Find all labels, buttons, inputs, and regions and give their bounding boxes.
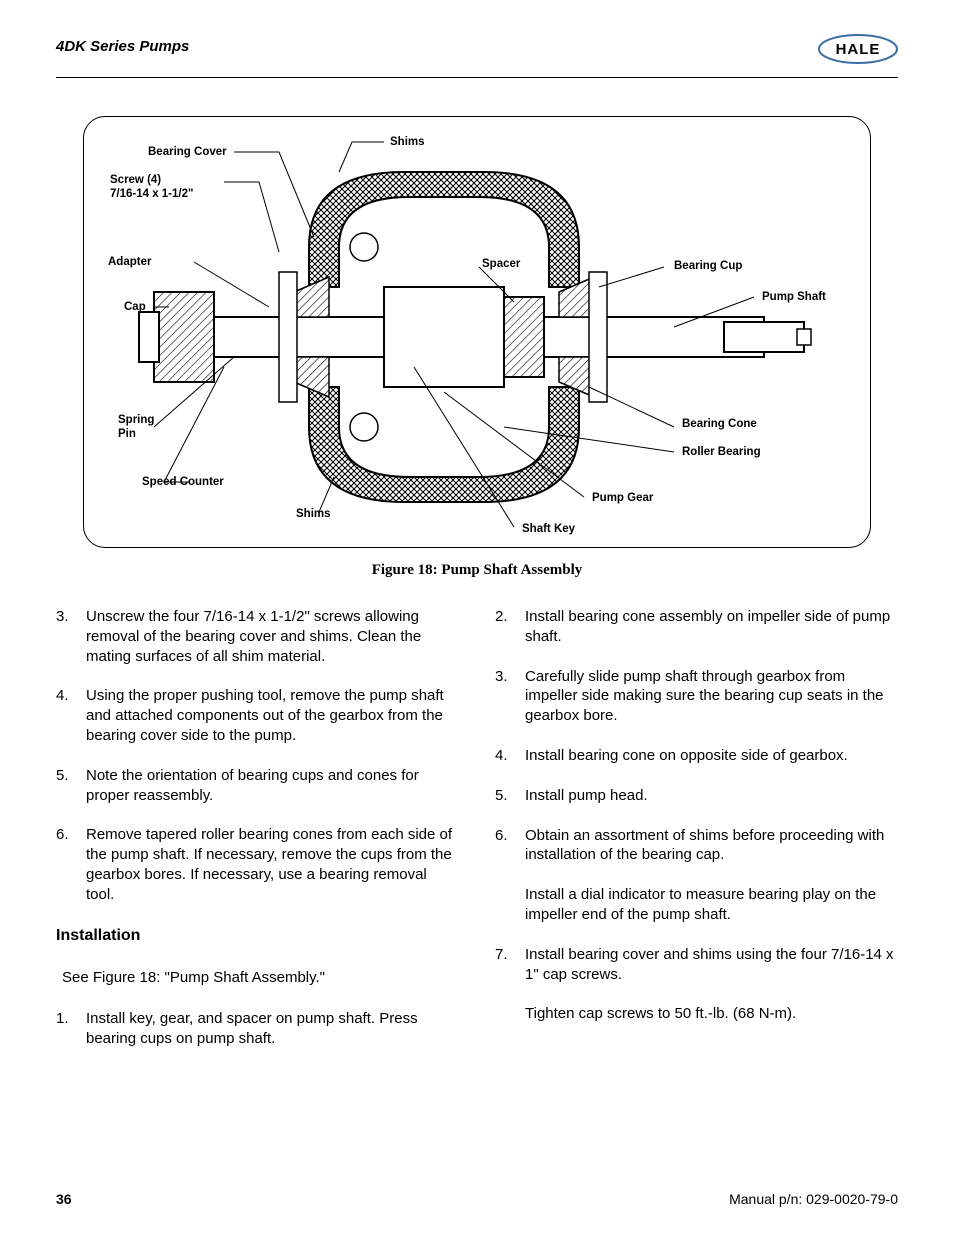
figure-18: Bearing Cover Screw (4) 7/16-14 x 1-1/2"… [83, 116, 871, 548]
label-pump-shaft: Pump Shaft [762, 290, 826, 304]
label-spacer: Spacer [482, 257, 520, 271]
label-bearing-cone: Bearing Cone [682, 417, 757, 431]
list-text: Install bearing cone on opposite side of… [525, 746, 898, 766]
list-text: Note the orientation of bearing cups and… [86, 766, 459, 806]
list-number: 6. [495, 826, 525, 925]
list-number: 2. [495, 607, 525, 647]
list-item: 5.Install pump head. [495, 786, 898, 806]
left-column: 3.Unscrew the four 7/16-14 x 1-1/2" scre… [56, 607, 459, 1069]
list-number: 3. [495, 667, 525, 726]
logo-text-svg: HALE [836, 41, 881, 58]
list-number: 7. [495, 945, 525, 1024]
list-text: Carefully slide pump shaft through gearb… [525, 667, 898, 726]
list-text: Install pump head. [525, 786, 898, 806]
right-column: 2.Install bearing cone assembly on impel… [495, 607, 898, 1069]
list-item: 1.Install key, gear, and spacer on pump … [56, 1009, 459, 1049]
procedure-list-right: 2.Install bearing cone assembly on impel… [495, 607, 898, 1024]
list-item: 3.Carefully slide pump shaft through gea… [495, 667, 898, 726]
list-number: 3. [56, 607, 86, 666]
list-text: Using the proper pushing tool, remove th… [86, 686, 459, 745]
list-text: Remove tapered roller bearing cones from… [86, 825, 459, 904]
label-roller-bearing: Roller Bearing [682, 445, 761, 459]
body-columns: 3.Unscrew the four 7/16-14 x 1-1/2" scre… [56, 607, 898, 1069]
label-shaft-key: Shaft Key [522, 522, 575, 536]
list-number: 4. [56, 686, 86, 745]
list-number: 5. [56, 766, 86, 806]
label-shims-top: Shims [390, 135, 425, 149]
list-item: 6.Remove tapered roller bearing cones fr… [56, 825, 459, 904]
page-number: 36 [56, 1191, 72, 1207]
section-heading-installation: Installation [56, 925, 459, 946]
label-bearing-cover: Bearing Cover [148, 145, 227, 159]
label-pump-gear: Pump Gear [592, 491, 653, 505]
list-item: 6.Obtain an assortment of shims before p… [495, 826, 898, 925]
label-screw4: Screw (4) 7/16-14 x 1-1/2" [110, 173, 193, 202]
label-speed-counter: Speed Counter [142, 475, 224, 489]
list-number: 5. [495, 786, 525, 806]
procedure-list-left-2: 1.Install key, gear, and spacer on pump … [56, 1009, 459, 1049]
list-item: 5.Note the orientation of bearing cups a… [56, 766, 459, 806]
label-spring-pin: Spring Pin [118, 413, 154, 442]
list-number: 6. [56, 825, 86, 904]
list-number: 1. [56, 1009, 86, 1049]
brand-logo: HALE [818, 32, 898, 71]
label-bearing-cup: Bearing Cup [674, 259, 742, 273]
label-cap: Cap [124, 300, 146, 314]
page-footer: 36 Manual p/n: 029-0020-79-0 [56, 1191, 898, 1207]
label-shims-bottom: Shims [296, 507, 331, 521]
list-item: 3.Unscrew the four 7/16-14 x 1-1/2" scre… [56, 607, 459, 666]
manual-pn: Manual p/n: 029-0020-79-0 [729, 1191, 898, 1207]
list-text: Install bearing cone assembly on impelle… [525, 607, 898, 647]
list-item: 2.Install bearing cone assembly on impel… [495, 607, 898, 647]
list-number: 4. [495, 746, 525, 766]
list-text: Unscrew the four 7/16-14 x 1-1/2" screws… [86, 607, 459, 666]
figure-caption: Figure 18: Pump Shaft Assembly [56, 562, 898, 579]
procedure-list-left: 3.Unscrew the four 7/16-14 x 1-1/2" scre… [56, 607, 459, 905]
list-item: 4.Using the proper pushing tool, remove … [56, 686, 459, 745]
doc-title: 4DK Series Pumps [56, 38, 189, 55]
list-item: 7.Install bearing cover and shims using … [495, 945, 898, 1024]
list-item: 4.Install bearing cone on opposite side … [495, 746, 898, 766]
list-text: Install bearing cover and shims using th… [525, 945, 898, 1024]
page-header: 4DK Series Pumps [56, 38, 898, 78]
list-text: Install key, gear, and spacer on pump sh… [86, 1009, 459, 1049]
see-figure-line: See Figure 18: "Pump Shaft Assembly." [62, 968, 459, 988]
label-adapter: Adapter [108, 255, 151, 269]
list-text: Obtain an assortment of shims before pro… [525, 826, 898, 925]
